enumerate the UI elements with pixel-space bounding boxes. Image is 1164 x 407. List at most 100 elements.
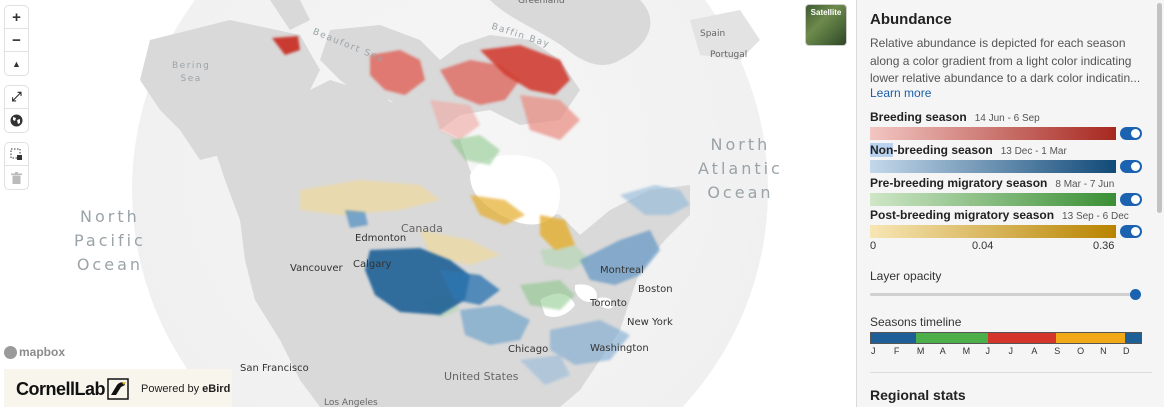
washington-label: Washington [590,343,649,354]
timeline-month-label: J [985,346,991,356]
chicago-label: Chicago [508,344,549,355]
pre-breeding-range [420,135,590,318]
description-line: lower relative abundance to a dark color… [870,71,1141,85]
timeline-month-label: D [1123,346,1130,356]
season-dates: 14 Jun - 6 Sep [974,113,1040,124]
toronto-label: Toronto [590,298,627,309]
season-name: Pre-breeding migratory season [870,176,1048,190]
globe-button[interactable] [5,109,28,132]
scale-min: 0 [870,240,877,252]
timeline-month-label: S [1054,346,1061,356]
north-pacific-label: North Pacific Ocean [74,207,146,274]
season-toggle[interactable] [1120,127,1142,140]
view-controls: ⤢ [5,86,28,132]
greenland-label: Greenland [518,0,565,6]
timeline-segment [915,333,989,343]
timeline-month-label: A [939,346,946,356]
alaska-landmass [140,20,320,160]
season-gradient-bar [870,225,1116,238]
powered-by-ebird: Powered by eBird [141,383,230,395]
vancouver-label: Vancouver [290,263,343,274]
cornell-bird-icon [107,378,129,400]
draw-controls [5,143,28,189]
edmonton-label: Edmonton [355,233,407,244]
map-canvas[interactable]: North Pacific Ocean North Atlantic Ocean… [0,0,856,407]
season-name: Breeding season [870,110,967,124]
season-gradient-bar [870,127,1116,140]
draw-select-button[interactable] [5,143,28,166]
season-toggle[interactable] [1120,193,1142,206]
delete-button[interactable] [5,166,28,189]
timeline-month-label: O [1077,346,1085,356]
powered-prefix: Powered by [141,383,203,395]
season-dates: 13 Dec - 1 Mar [1000,146,1067,157]
timeline-month-label: M [916,346,925,356]
season-dates: 8 Mar - 7 Jun [1055,179,1115,190]
greenland-landmass [490,0,651,65]
north-atlantic-label: North Atlantic Ocean [698,135,783,202]
season-post-breeding: Post-breeding migratory season 13 Sep - … [870,208,1142,238]
scale-mid: 0.04 [972,240,994,252]
select-area-icon [10,148,22,160]
mapbox-wordmark: mapbox [19,345,66,359]
los-angeles-label: Los Angeles [324,398,378,407]
calgary-label: Calgary [353,259,392,270]
description-line: along a color gradient from a light colo… [870,53,1132,68]
timeline-month-label: J [1008,346,1013,356]
breeding-range [272,36,580,140]
timeline-segment [1055,333,1125,343]
montreal-label: Montreal [600,265,644,276]
zoom-controls: + − ▲ [5,6,28,75]
season-name: Post-breeding migratory season [870,208,1055,222]
regional-stats-heading[interactable]: Regional stats [870,387,966,403]
season-breeding: Breeding season 14 Jun - 6 Sep [870,110,1142,140]
panel-description: Relative abundance is depicted for each … [870,35,1142,88]
season-toggle[interactable] [1120,160,1142,173]
panel-title: Abundance [870,11,952,28]
panel-divider [870,372,1152,373]
canada-label: Canada [401,222,443,235]
new-york-label: New York [627,317,673,328]
seasons-timeline-bar [870,332,1142,344]
timeline-month-label: M [962,346,971,356]
satellite-toggle-button[interactable]: Satellite [806,5,846,45]
fullscreen-button[interactable]: ⤢ [5,86,28,109]
layer-opacity-slider-handle[interactable] [1130,289,1141,300]
map-graphic [132,0,768,407]
cornell-attribution[interactable]: CornellLab Powered by eBird [4,369,232,407]
scale-max: 0.36 [1093,240,1115,252]
season-dates: 13 Sep - 6 Dec [1062,211,1129,222]
timeline-month-label: N [1100,346,1107,356]
season-name: Non-breeding season [870,143,993,157]
bering-sea-label: Bering Sea [172,61,211,84]
compass-button[interactable]: ▲ [5,52,28,75]
timeline-segment [871,333,916,343]
timeline-segment [1124,333,1141,343]
spain-label: Spain [700,29,726,39]
season-toggle[interactable] [1120,225,1142,238]
layer-opacity-label: Layer opacity [870,269,942,283]
zoom-in-button[interactable]: + [5,6,28,29]
cornell-lab-logo: CornellLab [16,378,106,399]
mapbox-icon [4,345,17,359]
season-name-highlight: Non [870,143,894,157]
abundance-panel: Abundance Relative abundance is depicted… [856,0,1164,407]
timeline-month-label: J [871,346,876,356]
learn-more-link[interactable]: Learn more [870,86,932,100]
panel-scrollbar[interactable] [1157,3,1162,213]
ebird-brand: eBird [202,383,231,395]
globe-icon [10,114,23,127]
mapbox-logo[interactable]: mapbox [4,345,65,359]
description-line: Relative abundance is depicted for each … [870,36,1126,50]
season-gradient-bar [870,193,1116,206]
season-gradient-bar [870,160,1116,173]
seasons-timeline-label: Seasons timeline [870,315,962,329]
layer-opacity-track[interactable] [870,293,1136,296]
zoom-out-button[interactable]: − [5,29,28,52]
season-pre-breeding: Pre-breeding migratory season 8 Mar - 7 … [870,176,1142,206]
trash-icon [11,171,22,184]
timeline-segment [988,333,1056,343]
timeline-month-label: A [1031,346,1038,356]
timeline-month-label: F [893,346,900,356]
season-name-rest: -breeding season [893,143,993,157]
